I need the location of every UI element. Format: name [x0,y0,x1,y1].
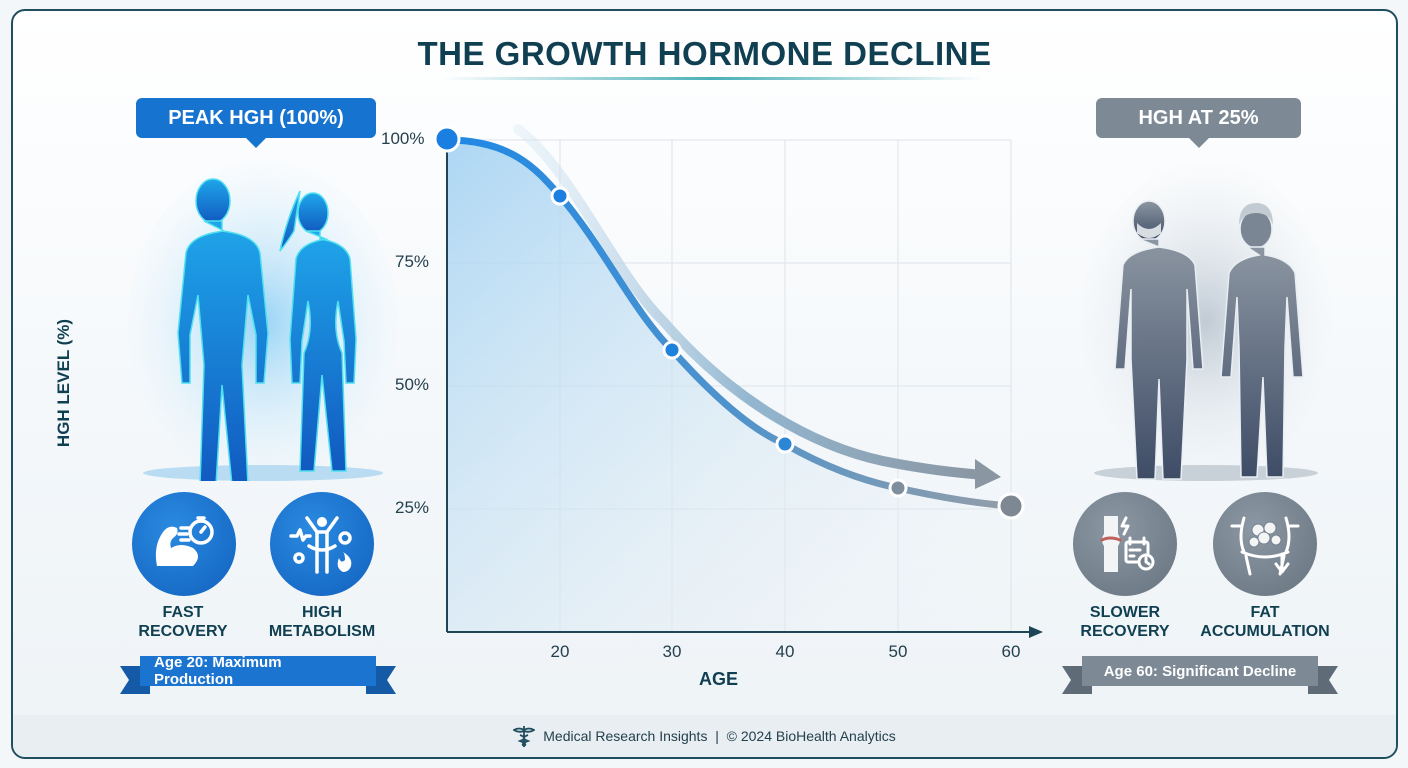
caduceus-icon [513,726,536,747]
hgh-decline-chart [433,124,1043,638]
footer-text: Medical Research Insights | © 2024 BioHe… [543,728,896,744]
elderly-figures-illustration [1081,161,1331,481]
x-tick-60: 60 [1001,642,1021,661]
x-tick-20: 20 [550,642,570,661]
infographic-frame: THE GROWTH HORMONE DECLINE PEAK HGH (100… [11,9,1398,759]
data-point-age-30 [662,340,682,360]
age-20-ribbon: Age 20: Maximum Production [120,654,396,694]
slower-recovery-icon [1073,492,1177,596]
x-tick-30: 30 [662,642,682,661]
y-tick-75: 75% [395,252,430,271]
fast-recovery-label: FAST RECOVERY [138,604,228,640]
page-title: THE GROWTH HORMONE DECLINE [417,35,992,72]
footer: Medical Research Insights | © 2024 BioHe… [13,715,1396,757]
x-axis-label: AGE [699,669,739,689]
y-tick-50: 50% [395,375,430,394]
title-underline [443,77,983,80]
data-point-age-50 [888,478,908,498]
x-tick-40: 40 [775,642,795,661]
y-tick-100: 100% [381,129,425,148]
slower-recovery-label: SLOWER RECOVERY [1080,604,1170,640]
hgh-at-25-callout: HGH AT 25% [1096,98,1301,148]
high-metabolism-label: HIGH METABOLISM [268,604,376,640]
data-point-age-60 [997,492,1025,520]
x-tick-50: 50 [888,642,908,661]
data-point-age-20 [550,186,570,206]
y-tick-25: 25% [395,498,430,517]
peak-hgh-callout: PEAK HGH (100%) [136,98,376,148]
high-metabolism-icon [270,492,374,596]
fat-accumulation-label: FAT ACCUMULATION [1200,604,1330,640]
data-point-age-10 [433,125,461,153]
data-point-age-40 [775,434,795,454]
fast-recovery-icon [132,492,236,596]
young-figures-illustration [128,161,398,481]
age-60-ribbon: Age 60: Significant Decline [1062,656,1338,694]
fat-accumulation-icon [1213,492,1317,596]
